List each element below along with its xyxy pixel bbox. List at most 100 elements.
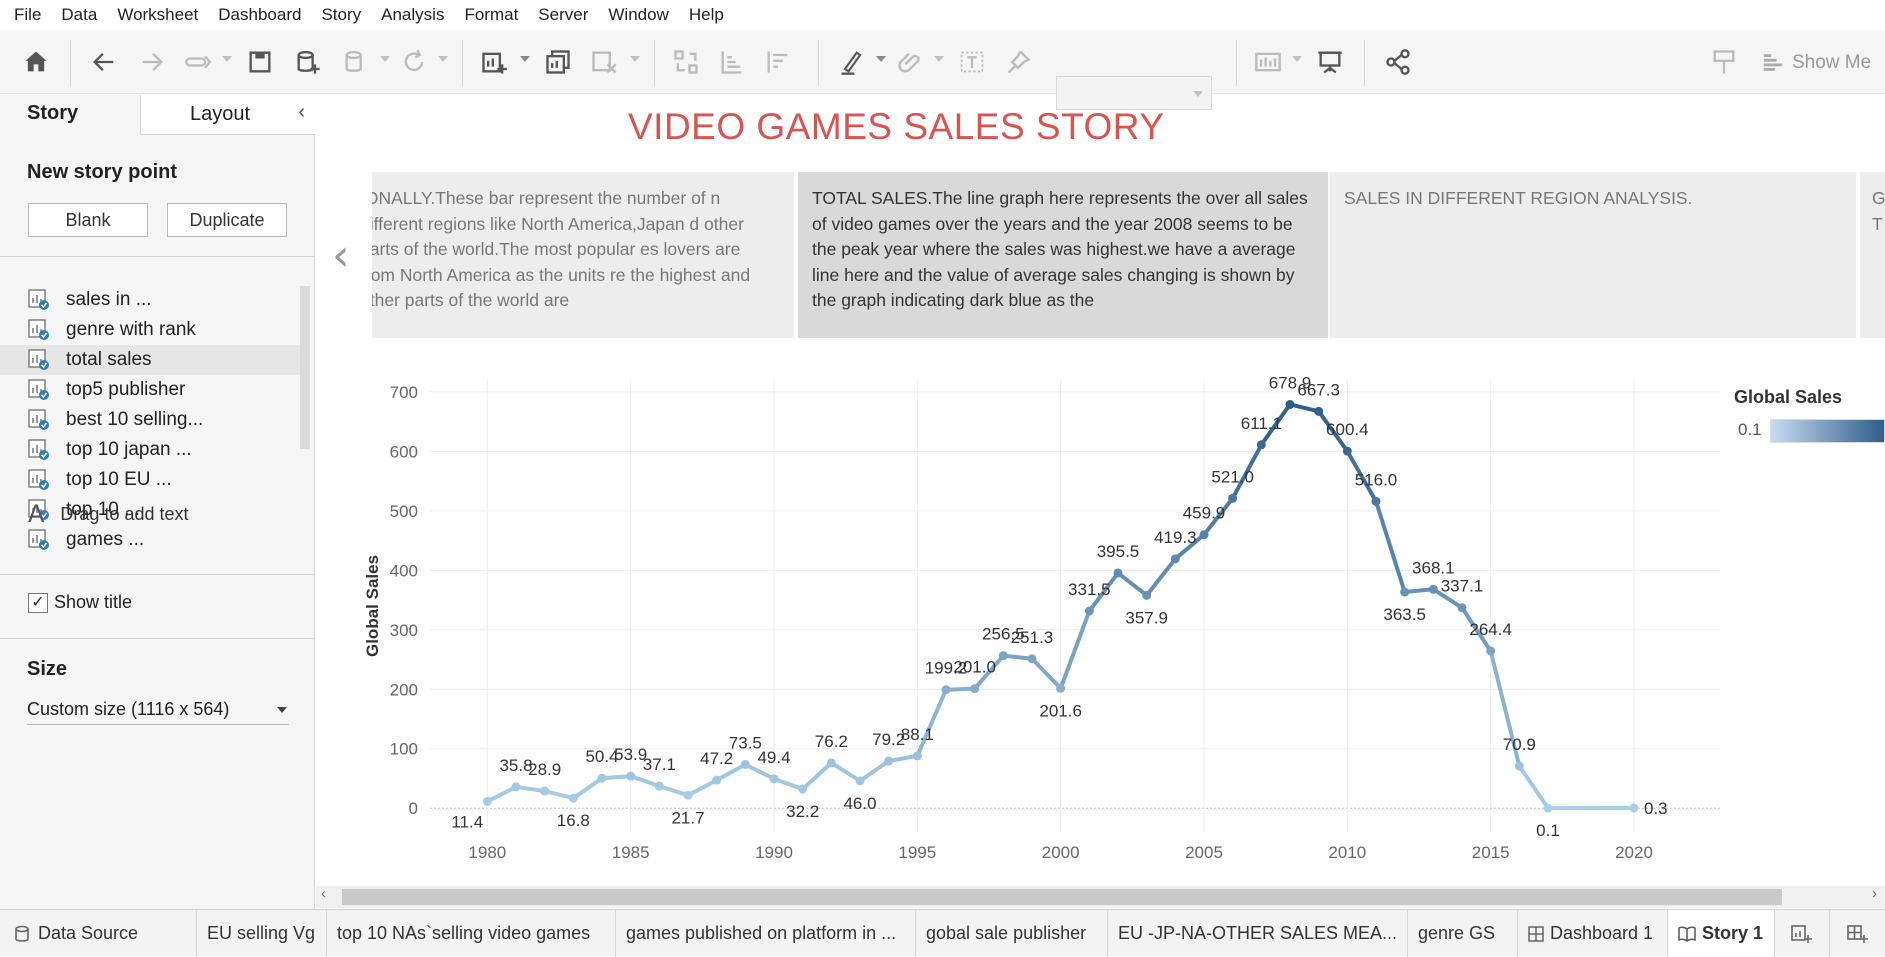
story-point-caption[interactable]: G T bbox=[1860, 172, 1885, 338]
refresh-dropdown[interactable] bbox=[438, 56, 448, 62]
menu-worksheet[interactable]: Worksheet bbox=[107, 5, 208, 25]
tab-story[interactable]: Story bbox=[0, 95, 140, 135]
story-point-item[interactable]: top 10 EU ... bbox=[0, 465, 300, 495]
tab-data-source[interactable]: Data Source bbox=[0, 910, 197, 957]
menu-story[interactable]: Story bbox=[311, 5, 371, 25]
data-label: 667.3 bbox=[1297, 380, 1340, 399]
home-icon[interactable] bbox=[20, 46, 52, 78]
save-icon[interactable] bbox=[244, 46, 276, 78]
previous-story-point-arrow[interactable]: ‹ bbox=[332, 230, 350, 281]
tab-sheet[interactable]: genre GS bbox=[1408, 910, 1518, 957]
size-heading: Size bbox=[27, 658, 67, 681]
tab-layout[interactable]: Layout ‹ bbox=[140, 95, 315, 135]
data-point bbox=[856, 776, 865, 785]
scroll-left-icon[interactable]: ‹ bbox=[321, 885, 326, 902]
pause-data-icon[interactable] bbox=[340, 46, 372, 78]
show-title-checkbox[interactable]: ✓ Show title bbox=[28, 592, 132, 613]
duplicate-sheet-icon[interactable] bbox=[542, 46, 574, 78]
tab-sheet[interactable]: top 10 NAs`selling video games bbox=[327, 910, 616, 957]
story-point-item[interactable]: games ... bbox=[0, 525, 300, 555]
dashboard-icon bbox=[1528, 926, 1544, 942]
refresh-icon[interactable] bbox=[398, 46, 430, 78]
presentation-mode-icon[interactable] bbox=[1314, 46, 1346, 78]
new-worksheet-tab[interactable] bbox=[1775, 910, 1830, 957]
tab-label: Story 1 bbox=[1702, 923, 1763, 944]
collapse-pane-icon[interactable]: ‹ bbox=[298, 101, 305, 124]
menu-window[interactable]: Window bbox=[598, 5, 678, 25]
forward-arrow-icon[interactable] bbox=[136, 46, 168, 78]
size-select[interactable]: Custom size (1116 x 564) bbox=[27, 695, 289, 725]
story-point-item[interactable]: best 10 selling... bbox=[0, 405, 300, 435]
tab-label: top 10 NAs`selling video games bbox=[337, 923, 590, 944]
swap-icon[interactable] bbox=[670, 46, 702, 78]
pin-icon[interactable] bbox=[1002, 46, 1034, 78]
divider bbox=[0, 638, 315, 639]
data-point bbox=[1400, 588, 1409, 597]
checkmark-icon: ✓ bbox=[28, 593, 48, 613]
story-point-label: total sales bbox=[66, 349, 152, 371]
sort-ascending-icon[interactable] bbox=[716, 46, 748, 78]
drag-to-add-text[interactable]: A Drag to add text bbox=[28, 500, 189, 528]
tab-story-1[interactable]: Story 1 bbox=[1668, 910, 1775, 957]
menu-server[interactable]: Server bbox=[528, 5, 598, 25]
data-label: 600.4 bbox=[1326, 420, 1369, 439]
share-icon[interactable] bbox=[1382, 46, 1414, 78]
cards-dropdown[interactable] bbox=[1292, 56, 1302, 62]
blank-button[interactable]: Blank bbox=[28, 203, 148, 237]
show-cards-icon[interactable] bbox=[1252, 46, 1284, 78]
new-worksheet-icon[interactable] bbox=[478, 46, 510, 78]
tab-sheet[interactable]: gobal sale publisher bbox=[916, 910, 1108, 957]
highlight-pen-icon[interactable] bbox=[836, 46, 868, 78]
redirect-dropdown[interactable] bbox=[222, 56, 232, 62]
clear-sheet-icon[interactable] bbox=[588, 46, 620, 78]
data-label: 251.3 bbox=[1011, 628, 1054, 647]
clear-dropdown[interactable] bbox=[630, 56, 640, 62]
new-dashboard-tab[interactable] bbox=[1830, 910, 1885, 957]
redirect-icon[interactable] bbox=[182, 46, 214, 78]
story-point-scrollbar[interactable] bbox=[300, 286, 310, 449]
story-point-item[interactable]: top 10 japan ... bbox=[0, 435, 300, 465]
highlight-dropdown[interactable] bbox=[876, 56, 886, 62]
horizontal-scrollbar-thumb[interactable] bbox=[342, 889, 1782, 905]
tab-dashboard[interactable]: Dashboard 1 bbox=[1518, 910, 1668, 957]
tab-sheet[interactable]: EU selling Vg bbox=[197, 910, 327, 957]
data-dropdown[interactable] bbox=[380, 56, 390, 62]
story-point-item[interactable]: total sales bbox=[0, 345, 300, 375]
menu-dashboard[interactable]: Dashboard bbox=[208, 5, 311, 25]
group-dropdown[interactable] bbox=[934, 56, 944, 62]
story-point-caption[interactable]: IONALLY.These bar represent the number o… bbox=[372, 172, 794, 338]
story-point-label: top 10 japan ... bbox=[66, 439, 192, 461]
paperclip-icon[interactable] bbox=[894, 46, 926, 78]
menu-data[interactable]: Data bbox=[51, 5, 107, 25]
scroll-right-icon[interactable]: › bbox=[1872, 885, 1877, 902]
data-point bbox=[540, 787, 549, 796]
data-point bbox=[655, 782, 664, 791]
sort-descending-icon[interactable] bbox=[762, 46, 794, 78]
menu-help[interactable]: Help bbox=[679, 5, 734, 25]
menu-analysis[interactable]: Analysis bbox=[371, 5, 454, 25]
data-label: 0.1 bbox=[1536, 821, 1560, 840]
data-point bbox=[1228, 494, 1237, 503]
tooltip-sign-icon[interactable] bbox=[1708, 46, 1740, 78]
story-point-item[interactable]: top5 publisher bbox=[0, 375, 300, 405]
data-label: 516.0 bbox=[1355, 470, 1398, 489]
story-point-item[interactable]: sales in ... bbox=[0, 285, 300, 315]
series-line-segment bbox=[573, 778, 602, 798]
text-box-icon[interactable] bbox=[956, 46, 988, 78]
tab-sheet[interactable]: EU -JP-NA-OTHER SALES MEA... bbox=[1108, 910, 1408, 957]
duplicate-button[interactable]: Duplicate bbox=[167, 203, 287, 237]
menu-file[interactable]: File bbox=[4, 5, 51, 25]
data-label: 76.2 bbox=[815, 732, 848, 751]
story-point-caption-active[interactable]: TOTAL SALES.The line graph here represen… bbox=[798, 172, 1328, 338]
menu-format[interactable]: Format bbox=[454, 5, 528, 25]
story-point-item[interactable]: genre with rank bbox=[0, 315, 300, 345]
story-point-caption[interactable]: SALES IN DIFFERENT REGION ANALYSIS. bbox=[1330, 172, 1856, 338]
back-arrow-icon[interactable] bbox=[88, 46, 120, 78]
new-worksheet-dropdown[interactable] bbox=[520, 56, 530, 62]
new-data-source-icon[interactable] bbox=[292, 46, 324, 78]
series-line-segment bbox=[1376, 501, 1405, 592]
series-line-segment bbox=[917, 690, 946, 756]
show-me-button[interactable]: Show Me bbox=[1762, 48, 1871, 78]
fit-select[interactable] bbox=[1056, 76, 1212, 110]
tab-sheet[interactable]: games published on platform in ... bbox=[616, 910, 916, 957]
